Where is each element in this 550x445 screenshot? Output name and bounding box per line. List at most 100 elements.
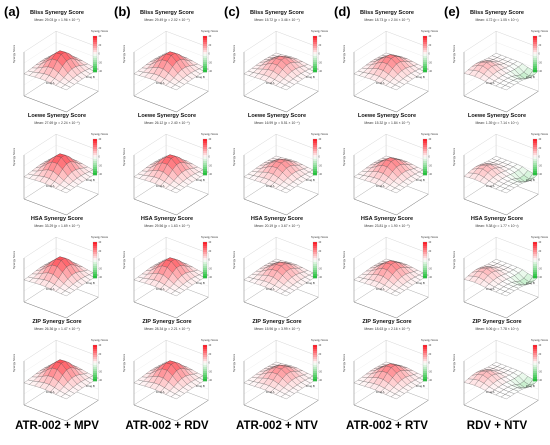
wall-gridline xyxy=(23,351,99,373)
legend-tick: -40 xyxy=(209,379,213,382)
box-edge xyxy=(463,301,507,319)
legend-swatch xyxy=(313,256,317,259)
legend-swatch xyxy=(313,242,317,245)
legend-swatch xyxy=(93,36,97,39)
legend-swatch xyxy=(313,169,317,172)
subplot-title: ZIP Synergy Score xyxy=(252,319,301,325)
legend-border xyxy=(202,241,208,279)
legend-tick: -40 xyxy=(429,173,433,176)
legend-swatch xyxy=(203,151,207,154)
legend-swatch xyxy=(313,244,317,247)
box-edge xyxy=(506,91,539,113)
legend-title: Synergy Score xyxy=(421,338,439,342)
legend-swatch xyxy=(313,258,317,261)
legend-tick: 0 xyxy=(429,53,431,56)
legend-swatch xyxy=(93,254,97,257)
legend-swatch xyxy=(533,359,537,362)
subplot-3-1: Loewe Synergy Score Mean: 15.32 (p = 1.84… xyxy=(342,113,439,216)
subplot-2-3: ZIP Synergy Score Mean: 15.96 (p = 3.99 ×… xyxy=(232,319,329,422)
box-edge xyxy=(463,198,507,216)
panel-letter-b: (b) xyxy=(114,4,131,19)
legend-swatch xyxy=(93,151,97,154)
legend-tick: 40 xyxy=(209,344,212,347)
legend-swatch xyxy=(203,375,207,378)
y-axis-label: Drug B xyxy=(416,75,425,79)
legend-swatch xyxy=(533,379,537,382)
legend-swatch xyxy=(533,260,537,263)
legend-tick: -40 xyxy=(319,379,323,382)
subplot-title: Bliss Synergy Score xyxy=(250,10,304,16)
legend-swatch xyxy=(313,373,317,376)
legend-tick: 0 xyxy=(539,362,541,365)
box-edge xyxy=(23,95,67,113)
subplot-2-2: HSA Synergy Score Mean: 20.19 (p = 3.67 ×… xyxy=(232,216,329,319)
box-edge xyxy=(243,95,287,113)
legend-title: Synergy Score xyxy=(421,29,439,33)
legend-swatch xyxy=(533,254,537,257)
legend-swatch xyxy=(423,244,427,247)
legend-swatch xyxy=(313,254,317,257)
subplot-title: HSA Synergy Score xyxy=(251,216,303,222)
subplot-mean: Mean: 18.73 (p = 2.04 × 10⁻⁵) xyxy=(364,18,409,22)
legend-tick: 40 xyxy=(539,138,542,141)
legend-border xyxy=(92,35,98,73)
legend-swatch xyxy=(533,58,537,61)
legend-tick: -20 xyxy=(319,164,323,167)
legend-swatch xyxy=(313,151,317,154)
subplot-title: ZIP Synergy Score xyxy=(362,319,411,325)
legend-tick: 0 xyxy=(99,53,101,56)
wall-gridline xyxy=(463,351,539,373)
legend-tick: -20 xyxy=(429,164,433,167)
legend-swatch xyxy=(423,56,427,59)
wall-gridline xyxy=(133,248,209,270)
legend-swatch xyxy=(203,266,207,269)
legend-swatch xyxy=(313,260,317,263)
legend-swatch xyxy=(423,42,427,45)
legend-swatch xyxy=(203,36,207,39)
surface-cell xyxy=(280,393,291,400)
legend-swatch xyxy=(423,44,427,47)
legend-swatch xyxy=(93,171,97,174)
x-axis-label: Drug A xyxy=(156,81,165,85)
legend-swatch xyxy=(93,375,97,378)
legend-swatch xyxy=(533,48,537,51)
box-edge xyxy=(243,301,287,319)
legend-tick: 0 xyxy=(209,53,211,56)
x-axis-label: Drug A xyxy=(46,390,55,394)
legend-swatch xyxy=(313,56,317,59)
legend-swatch xyxy=(313,274,317,277)
subplot-mean: Mean: 33.29 (p = 1.69 × 10⁻⁸) xyxy=(34,224,79,228)
legend-swatch xyxy=(533,42,537,45)
z-axis-label: Synergy Score xyxy=(12,147,16,166)
legend-swatch xyxy=(533,242,537,245)
surface-cell xyxy=(170,290,181,297)
legend-tick: -20 xyxy=(99,370,103,373)
legend-swatch xyxy=(203,38,207,41)
z-axis-label: Synergy Score xyxy=(232,44,236,63)
legend-swatch xyxy=(533,369,537,372)
surface-cell xyxy=(60,393,71,400)
z-axis-label: Synergy Score xyxy=(122,44,126,63)
legend-swatch xyxy=(313,371,317,374)
legend-swatch xyxy=(93,250,97,253)
legend-swatch xyxy=(423,155,427,158)
x-axis-label: Drug A xyxy=(486,81,495,85)
wall-gridline xyxy=(243,42,319,64)
legend-tick: -20 xyxy=(429,370,433,373)
legend-swatch xyxy=(533,246,537,249)
legend-tick: 40 xyxy=(99,138,102,141)
combination-label-d: ATR-002 + RTV xyxy=(346,420,428,432)
legend-swatch xyxy=(313,173,317,176)
x-axis-label: Drug A xyxy=(376,81,385,85)
legend-tick: -40 xyxy=(319,173,323,176)
legend-swatch xyxy=(313,264,317,267)
legend-swatch xyxy=(203,353,207,356)
x-axis-label: Drug A xyxy=(266,390,275,394)
legend-swatch xyxy=(203,254,207,257)
legend-swatch xyxy=(313,246,317,249)
box-edge xyxy=(396,400,429,422)
y-axis-label: Drug B xyxy=(196,281,205,285)
legend-swatch xyxy=(313,252,317,255)
